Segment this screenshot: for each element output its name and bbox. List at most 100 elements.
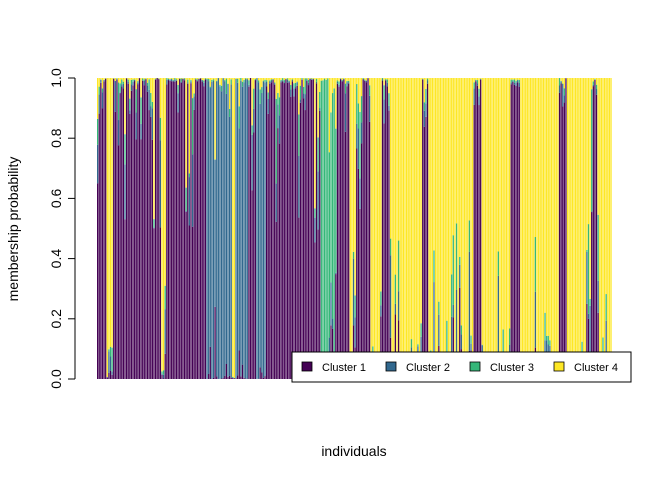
bar-segment-cluster-1 — [595, 94, 598, 379]
bar-segment-cluster-4 — [162, 78, 165, 371]
bar-segment-cluster-3 — [455, 223, 458, 290]
bar-segment-cluster-3 — [346, 80, 348, 83]
bar-segment-cluster-1 — [338, 86, 340, 380]
bar-segment-cluster-1 — [425, 116, 427, 380]
bar-segment-cluster-3 — [497, 251, 499, 276]
bar-segment-cluster-1 — [562, 106, 564, 379]
bar-segment-cluster-1 — [106, 377, 108, 379]
bar-segment-cluster-1 — [249, 78, 252, 379]
bar-segment-cluster-3 — [191, 98, 194, 155]
bar-segment-cluster-1 — [177, 112, 179, 379]
bar-segment-cluster-4 — [439, 78, 442, 373]
bar-segment-cluster-2 — [235, 78, 237, 379]
bar-segment-cluster-1 — [280, 82, 282, 379]
bar-segment-cluster-3 — [274, 82, 276, 84]
bar-segment-cluster-2 — [216, 81, 218, 377]
bar-segment-cluster-3 — [359, 111, 361, 179]
bar-segment-cluster-1 — [397, 320, 400, 379]
bar-segment-cluster-2 — [214, 159, 216, 307]
bar-segment-cluster-4 — [248, 78, 250, 81]
bar-segment-cluster-3 — [381, 78, 384, 80]
bar-segment-cluster-4 — [586, 78, 588, 250]
bar-segment-cluster-2 — [109, 356, 112, 371]
bar-segment-cluster-4 — [523, 78, 525, 378]
bar-segment-cluster-3 — [150, 92, 152, 107]
bar-segment-cluster-1 — [381, 81, 384, 379]
bar-segment-cluster-1 — [306, 80, 308, 380]
bar-segment-cluster-2 — [360, 122, 363, 144]
bar-segment-cluster-1 — [201, 81, 203, 379]
bar-segment-cluster-1 — [426, 83, 429, 380]
bar-segment-cluster-1 — [344, 131, 347, 379]
y-tick-label: 0.6 — [48, 188, 64, 208]
bar-segment-cluster-1 — [240, 376, 242, 379]
bar-segment-cluster-4 — [232, 78, 234, 377]
bar-segment-cluster-1 — [224, 375, 226, 379]
legend-swatch-cluster-3 — [469, 361, 481, 372]
bar-segment-cluster-4 — [541, 78, 543, 379]
bar-segment-cluster-4 — [594, 78, 596, 80]
bar-segment-cluster-4 — [121, 78, 123, 80]
bar-segment-cluster-2 — [591, 211, 593, 213]
bar-segment-cluster-4 — [336, 78, 339, 81]
bar-segment-cluster-4 — [389, 78, 392, 239]
bar-segment-cluster-3 — [319, 91, 321, 109]
bar-segment-cluster-2 — [185, 210, 187, 212]
bar-segment-cluster-2 — [560, 81, 562, 84]
bar-segment-cluster-1 — [286, 82, 289, 379]
bar-segment-cluster-2 — [317, 171, 319, 230]
bar-segment-cluster-1 — [164, 353, 166, 379]
bar-segment-cluster-2 — [164, 309, 166, 354]
legend-swatch-cluster-4 — [553, 361, 565, 372]
bar-segment-cluster-2 — [357, 128, 359, 169]
bar-segment-cluster-4 — [595, 78, 598, 85]
bar-segment-cluster-3 — [117, 82, 120, 121]
bar-segment-cluster-4 — [132, 78, 134, 80]
bar-segment-cluster-1 — [335, 274, 337, 379]
bar-segment-cluster-1 — [135, 139, 137, 379]
bar-segment-cluster-1 — [383, 123, 385, 380]
bar-segment-cluster-3 — [307, 79, 310, 83]
bar-segment-cluster-4 — [518, 78, 520, 81]
bar-segment-cluster-3 — [122, 81, 125, 84]
bar-segment-cluster-4 — [555, 78, 557, 377]
bar-segment-cluster-1 — [565, 78, 567, 379]
bar-segment-cluster-2 — [452, 304, 454, 318]
bar-segment-cluster-3 — [325, 79, 327, 377]
bar-segment-cluster-2 — [201, 80, 203, 82]
bar-segment-cluster-2 — [208, 81, 210, 374]
bar-segment-cluster-1 — [122, 88, 125, 379]
bar-segment-cluster-2 — [211, 81, 213, 379]
bar-segment-cluster-3 — [587, 224, 590, 314]
bar-segment-cluster-3 — [311, 78, 313, 80]
bar-segment-cluster-3 — [204, 78, 207, 80]
x-axis-label: individuals — [321, 443, 386, 459]
bar-segment-cluster-4 — [164, 78, 166, 286]
bar-segment-cluster-2 — [148, 89, 150, 111]
bar-segment-cluster-4 — [278, 78, 281, 98]
bar-segment-cluster-1 — [169, 80, 171, 379]
bar-segment-cluster-2 — [248, 84, 250, 87]
bar-segment-cluster-3 — [175, 79, 178, 81]
bar-segment-cluster-4 — [422, 78, 424, 79]
bar-segment-cluster-3 — [124, 134, 126, 165]
bar-segment-cluster-1 — [101, 108, 104, 379]
bar-segment-cluster-3 — [327, 78, 329, 379]
bar-segment-cluster-2 — [346, 82, 348, 87]
bar-segment-cluster-1 — [125, 78, 128, 379]
bar-segment-cluster-3 — [127, 79, 129, 82]
bar-segment-cluster-1 — [161, 374, 163, 379]
bar-segment-cluster-3 — [425, 88, 427, 104]
bar-segment-cluster-2 — [166, 79, 168, 85]
bar-segment-cluster-2 — [420, 336, 422, 358]
bar-segment-cluster-2 — [277, 104, 279, 129]
bar-segment-cluster-4 — [328, 78, 331, 153]
bar-segment-cluster-2 — [433, 282, 435, 363]
bar-segment-cluster-4 — [409, 78, 411, 374]
bar-segment-cluster-4 — [597, 78, 599, 215]
bar-segment-cluster-3 — [219, 84, 221, 87]
bar-segment-cluster-2 — [183, 79, 186, 81]
bar-segment-cluster-4 — [216, 78, 218, 81]
bar-segment-cluster-3 — [581, 341, 583, 359]
bar-segment-cluster-4 — [169, 78, 171, 80]
